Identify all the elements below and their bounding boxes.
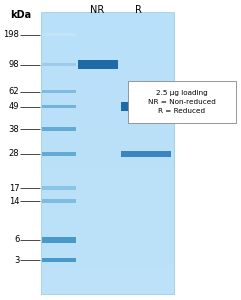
Bar (41, 54, 174, 68)
Bar (41, 139, 174, 153)
Text: 38: 38 (8, 124, 19, 134)
Bar (42, 199, 76, 203)
Bar (42, 62, 76, 66)
FancyBboxPatch shape (128, 81, 236, 123)
Text: 3: 3 (14, 256, 19, 265)
Bar (41, 238, 174, 252)
Text: kDa: kDa (10, 11, 31, 20)
Bar (41, 12, 174, 294)
Bar (42, 258, 76, 262)
Bar (41, 12, 174, 26)
Bar (120, 102, 171, 111)
Text: 14: 14 (9, 196, 19, 206)
Bar (42, 127, 76, 131)
Text: 2.5 μg loading
NR = Non-reduced
R = Reduced: 2.5 μg loading NR = Non-reduced R = Redu… (148, 90, 216, 114)
Text: R: R (135, 5, 142, 15)
Bar (78, 60, 118, 69)
Bar (42, 152, 76, 155)
Text: 62: 62 (9, 87, 19, 96)
Bar (41, 195, 174, 209)
Bar (41, 209, 174, 224)
Bar (42, 237, 76, 243)
Bar (41, 252, 174, 266)
Text: 28: 28 (9, 149, 19, 158)
Text: NR: NR (90, 5, 105, 15)
Bar (41, 280, 174, 294)
Bar (42, 33, 76, 35)
Bar (42, 104, 76, 108)
Text: 6: 6 (14, 236, 19, 244)
Text: 98: 98 (9, 60, 19, 69)
Bar (41, 181, 174, 195)
Bar (41, 266, 174, 280)
Bar (41, 111, 174, 125)
Bar (41, 26, 174, 40)
Bar (41, 125, 174, 139)
Bar (41, 97, 174, 111)
Bar (41, 167, 174, 181)
Text: 198: 198 (3, 30, 19, 39)
Bar (41, 68, 174, 83)
Bar (42, 186, 76, 191)
Text: 17: 17 (9, 184, 19, 193)
Bar (41, 40, 174, 54)
Bar (42, 89, 76, 93)
Text: 49: 49 (9, 102, 19, 111)
Bar (120, 151, 171, 157)
Bar (41, 224, 174, 238)
Bar (41, 82, 174, 97)
Bar (41, 153, 174, 167)
